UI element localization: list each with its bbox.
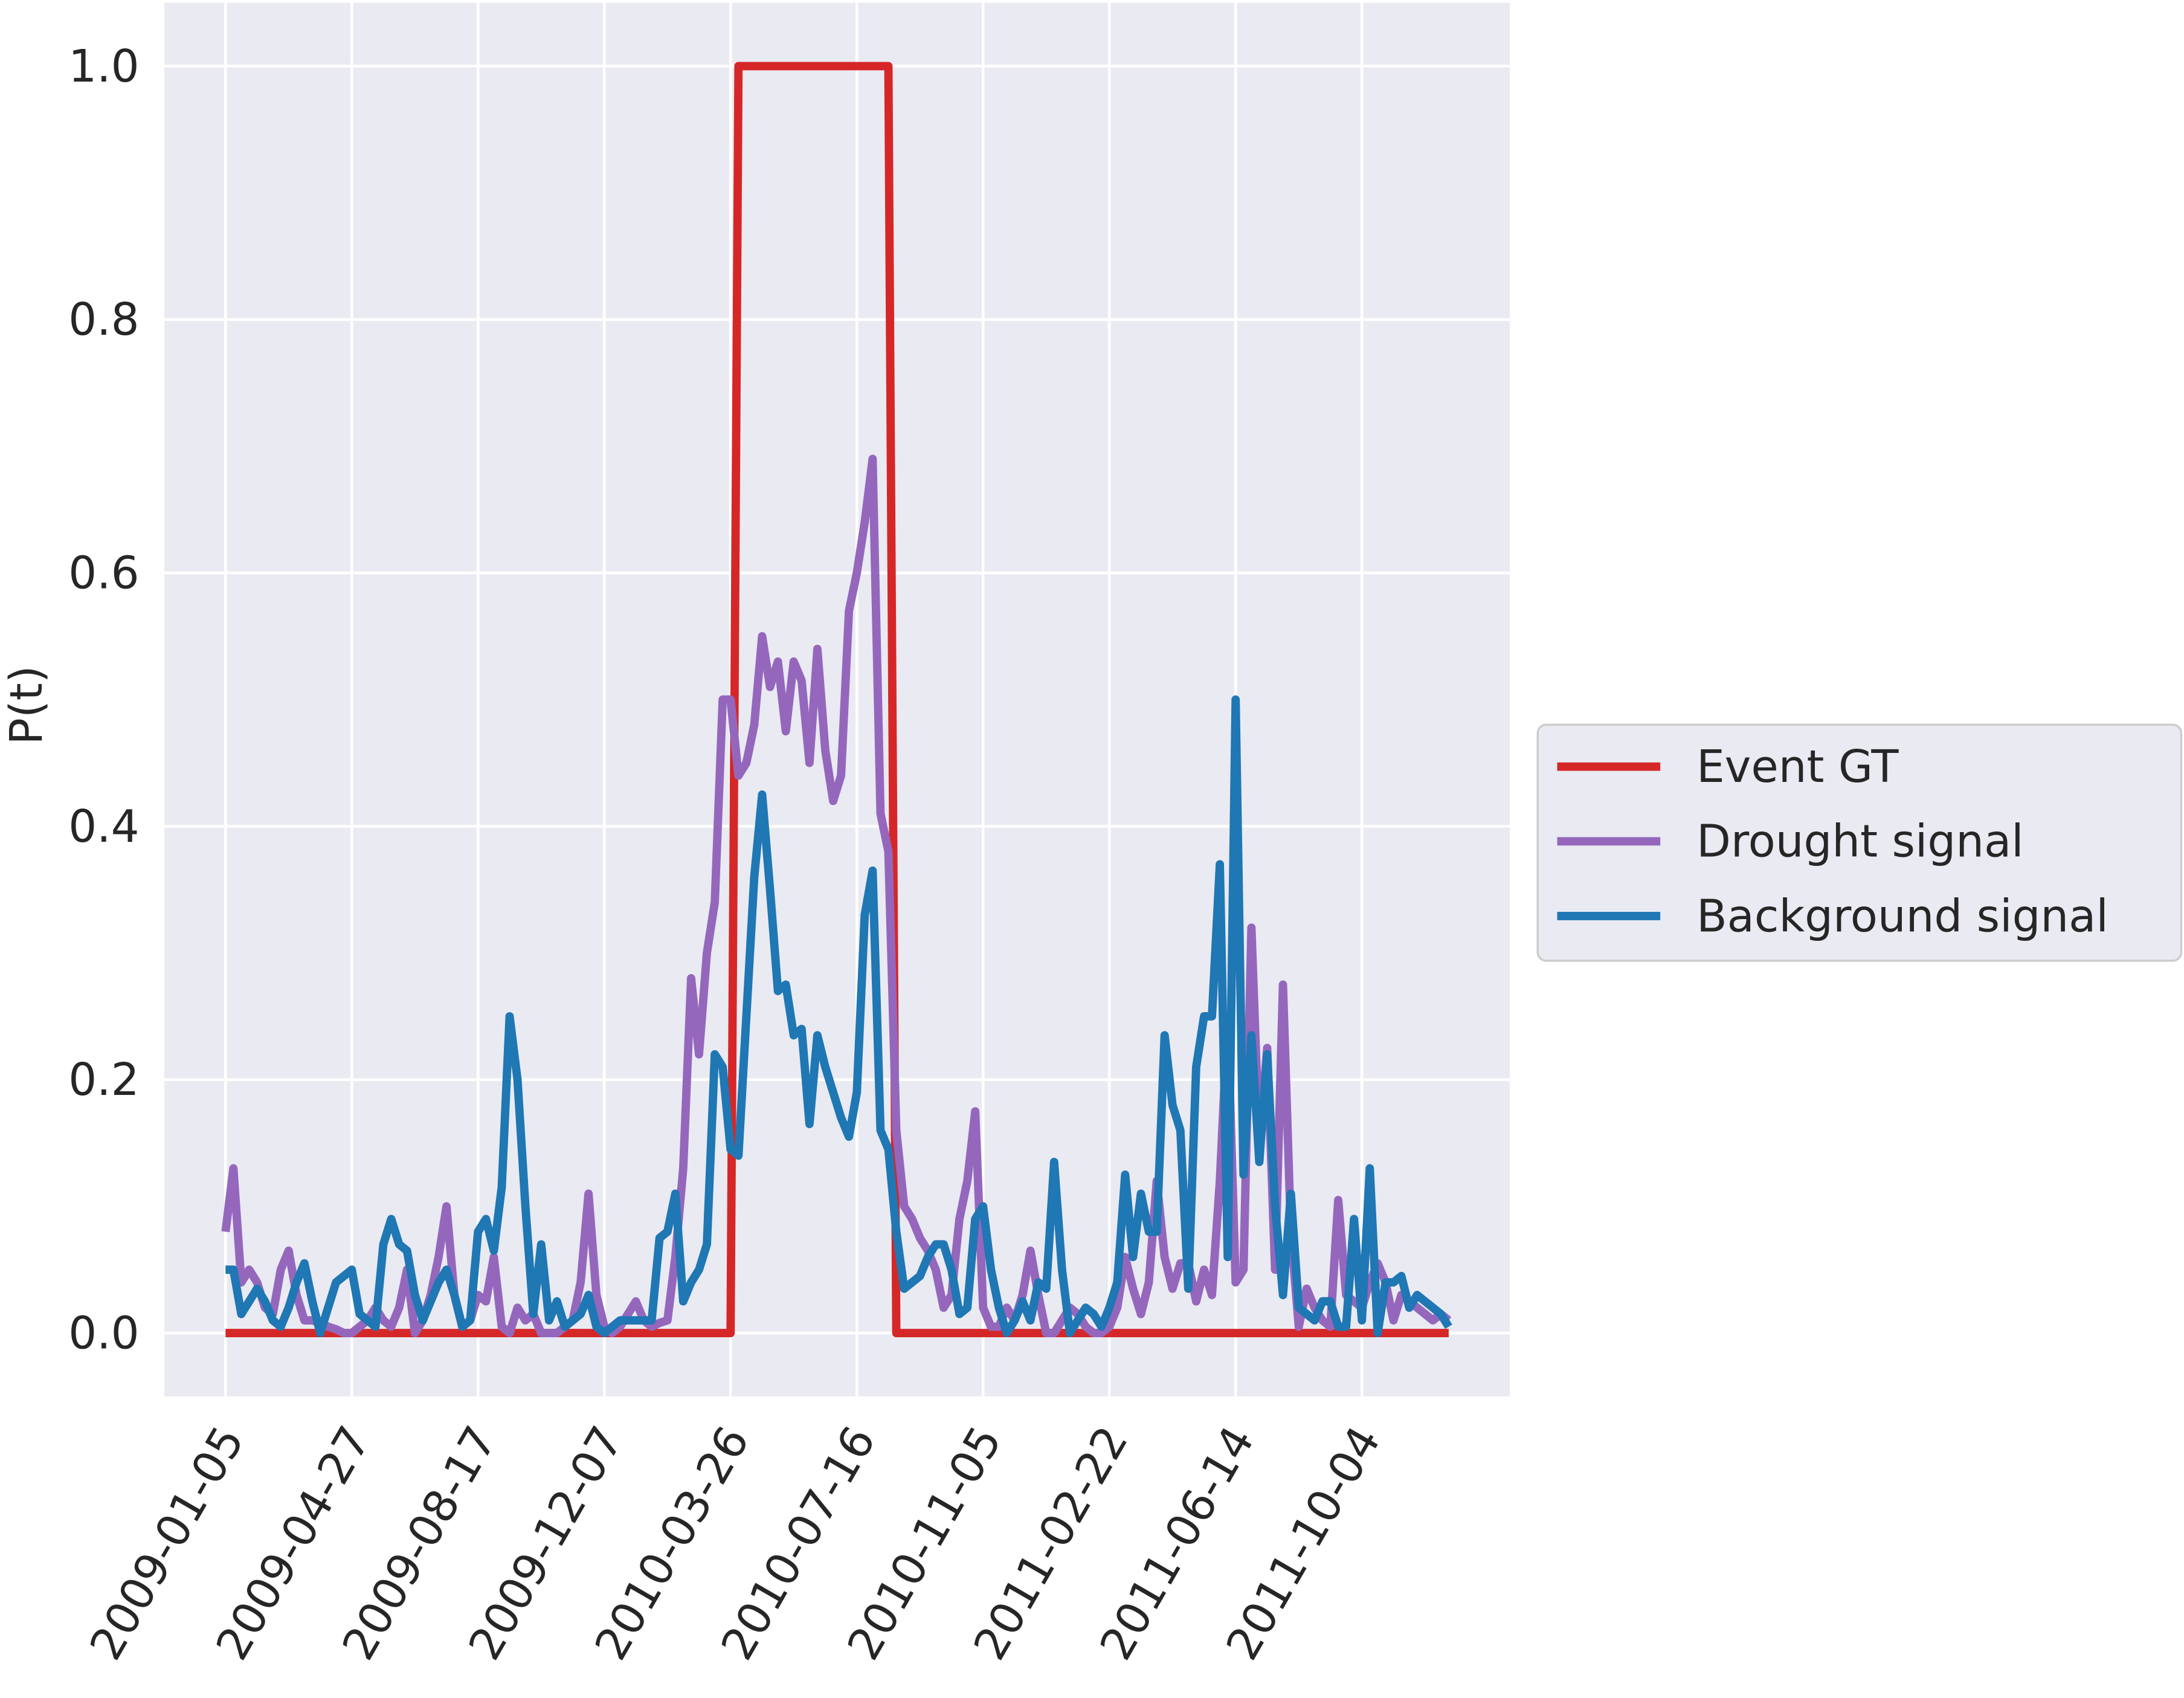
y-tick-label: 0.2 (68, 1054, 139, 1106)
y-tick-label: 0.0 (68, 1307, 139, 1359)
legend-label: Drought signal (1696, 816, 2024, 868)
plot-area (164, 2, 1510, 1396)
line (225, 695, 1452, 1337)
legend-label: Event GT (1696, 741, 1899, 793)
y-tick-label: 0.8 (68, 294, 139, 346)
y-axis-label: P(t) (1, 665, 53, 744)
legend-box (1536, 723, 2183, 962)
legend-label: Background signal (1696, 890, 2108, 942)
y-tick-label: 0.6 (68, 547, 139, 599)
y-tick-label: 1.0 (68, 40, 139, 92)
line (225, 62, 1449, 1337)
y-tick-label: 0.4 (68, 801, 139, 853)
